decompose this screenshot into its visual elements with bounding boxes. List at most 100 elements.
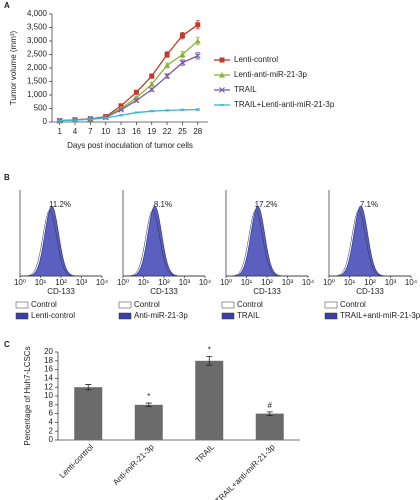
point: [133, 89, 139, 95]
x-tick-label: 28: [193, 127, 202, 136]
series-line: [59, 108, 198, 122]
x-tick-label: 7: [88, 127, 93, 136]
x-tick-label: 22: [163, 127, 172, 136]
legend-swatch: [324, 312, 338, 320]
point: [179, 51, 186, 57]
point: [179, 59, 186, 66]
legend-marker: [219, 72, 225, 78]
y-axis-label: Percentage of Huh7-LCSCs: [23, 346, 32, 445]
point: [195, 108, 200, 111]
point: [164, 52, 170, 57]
point: [148, 81, 155, 87]
x-tick-label: 10⁴: [405, 278, 418, 287]
x-tick-label: 10⁰: [14, 278, 26, 287]
x-tick-label: 10⁴: [96, 278, 109, 287]
point: [134, 111, 139, 114]
x-tick-label: 10¹: [344, 278, 356, 287]
x-tick-label: Anti-miR-21-3p: [111, 442, 156, 487]
y-tick-label: 18: [44, 356, 53, 365]
x-tick-label: 10³: [179, 278, 191, 287]
y-tick-label: 20: [44, 347, 53, 356]
point: [164, 62, 171, 68]
point: [88, 118, 93, 121]
bar: [255, 413, 284, 440]
x-tick-label: 10⁴: [302, 278, 315, 287]
legend-marker: [219, 57, 225, 63]
y-tick-label: 8: [49, 400, 54, 409]
legend-label: Lenti-control: [31, 311, 75, 320]
bar: [134, 404, 163, 440]
y-tick-label: 2: [49, 426, 54, 435]
error-bar: [145, 402, 152, 407]
point: [179, 33, 185, 39]
legend-label: Control: [340, 300, 366, 309]
x-tick-label: 4: [73, 127, 78, 136]
y-tick-label: 4: [49, 418, 54, 427]
histogram-sample: [225, 205, 308, 277]
x-axis-label: CD-133: [253, 287, 281, 296]
y-tick-label: 0: [43, 117, 48, 126]
point: [57, 119, 62, 122]
x-axis-label: Days post inoculation of tumor cells: [67, 141, 193, 150]
significance-marker: *: [208, 346, 211, 355]
significance-marker: *: [147, 392, 150, 401]
x-tick-label: 16: [132, 127, 141, 136]
x-tick-label: 10²: [55, 278, 67, 287]
point: [180, 109, 185, 111]
y-tick-label: 2,000: [27, 63, 48, 72]
x-tick-label: 1: [57, 127, 62, 136]
y-tick-label: 16: [44, 365, 53, 374]
histogram-sample: [122, 205, 205, 277]
y-tick-label: 1,000: [27, 90, 48, 99]
y-tick-label: 12: [44, 382, 53, 391]
series-line: [59, 55, 199, 122]
x-tick-label: 10¹: [241, 278, 253, 287]
x-axis-label: CD-133: [47, 287, 75, 296]
x-tick-label: 10⁰: [117, 278, 129, 287]
legend-swatch: [221, 312, 235, 320]
legend-swatch: [324, 301, 338, 309]
x-axis-label: CD-133: [356, 287, 384, 296]
legend-swatch: [15, 301, 29, 309]
x-tick-label: Lenti-control: [58, 442, 96, 480]
y-tick-label: 3,000: [27, 36, 48, 45]
x-tick-label: 10²: [158, 278, 170, 287]
legend-label: TRAIL: [237, 311, 260, 320]
x-tick-label: 13: [117, 127, 126, 136]
point: [194, 52, 201, 59]
legend-label: TRAIL: [234, 85, 257, 94]
percent-label: 8.1%: [154, 200, 172, 209]
legend-label: Control: [31, 300, 57, 309]
legend-marker: [219, 87, 225, 93]
x-tick-label: 10³: [76, 278, 88, 287]
y-tick-label: 500: [34, 104, 48, 113]
y-tick-label: 1,500: [27, 77, 48, 86]
legend-swatch: [221, 301, 235, 309]
y-tick-label: 2,500: [27, 50, 48, 59]
error-bar: [206, 356, 213, 366]
legend-swatch: [118, 312, 132, 320]
point: [133, 97, 140, 104]
legend-label: Lenti-control: [234, 55, 278, 64]
y-axis-label: Tumor volume (mm³): [9, 30, 18, 105]
legend-marker: [220, 104, 224, 106]
legend-swatch: [118, 301, 132, 309]
x-tick-label: 10⁰: [220, 278, 232, 287]
y-tick-label: 10: [44, 391, 53, 400]
legend-label: Lenti-anti-miR-21-3p: [234, 70, 307, 79]
x-tick-label: 10¹: [35, 278, 47, 287]
x-tick-label: 10⁰: [323, 278, 335, 287]
x-axis-label: CD-133: [150, 287, 178, 296]
series-line: [59, 40, 199, 122]
point: [165, 109, 170, 112]
bar: [195, 360, 224, 440]
y-tick-label: 6: [49, 409, 54, 418]
histogram-sample: [19, 205, 102, 277]
error-bar: [85, 384, 92, 391]
point: [195, 22, 201, 28]
significance-marker: #: [268, 401, 273, 410]
point: [119, 114, 124, 117]
x-tick-label: 10⁴: [199, 278, 212, 287]
x-tick-label: TRAIL: [194, 442, 217, 465]
